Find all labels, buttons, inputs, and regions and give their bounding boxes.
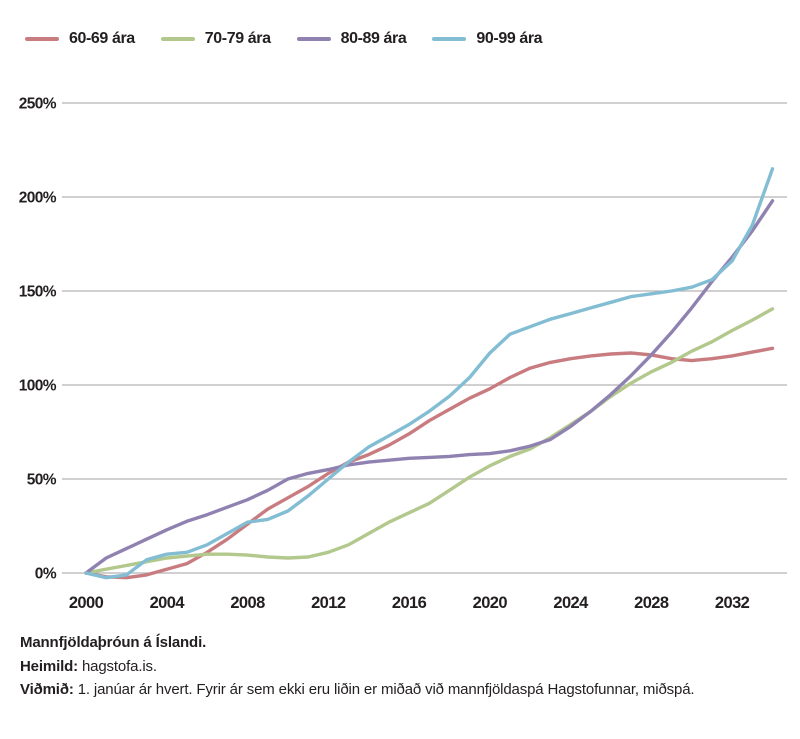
reference-label: Viðmið: bbox=[20, 681, 74, 698]
y-tick-label-50%: 50% bbox=[27, 472, 57, 489]
x-tick-label-2008: 2008 bbox=[230, 594, 265, 612]
source-label: Heimild: bbox=[20, 657, 78, 675]
source-text: hagstofa.is. bbox=[81, 657, 157, 675]
x-tick-label-2016: 2016 bbox=[392, 594, 427, 612]
figure-source-line: Heimild: hagstofa.is. bbox=[20, 655, 790, 679]
y-tick-label-0%: 0% bbox=[35, 566, 57, 583]
legend-label-60-69: 60-69 ára bbox=[69, 30, 135, 47]
legend-item-80-89: 80-89 ára bbox=[296, 30, 407, 48]
x-tick-label-2012: 2012 bbox=[311, 594, 346, 612]
legend-line-swatch-90-99 bbox=[432, 37, 467, 41]
series-line-70-79-ára bbox=[84, 307, 775, 575]
x-tick-label-2000: 2000 bbox=[69, 594, 104, 612]
series-line-60-69-ára bbox=[84, 346, 775, 580]
legend-line-swatch-60-69 bbox=[25, 37, 59, 41]
x-tick-label-2032: 2032 bbox=[715, 594, 750, 612]
chart-legend: 60-69 ára 70-79 ára 80-89 ára 90-99 ára bbox=[25, 30, 543, 48]
figure-caption: Mannfjöldaþróun á Íslandi. bbox=[20, 634, 207, 651]
legend-item-90-99: 90-99 ára bbox=[432, 30, 543, 48]
legend-label-90-99: 90-99 ára bbox=[476, 30, 543, 47]
y-tick-label-200%: 200% bbox=[19, 190, 57, 207]
y-tick-label-150%: 150% bbox=[19, 284, 57, 301]
figure-footer: Mannfjöldaþróun á Íslandi. Heimild: hagst… bbox=[20, 631, 790, 702]
reference-text: 1. janúar ár hvert. Fyrir ár sem ekki er… bbox=[77, 681, 695, 698]
series-line-90-99-ára bbox=[84, 167, 775, 580]
legend-item-60-69: 60-69 ára bbox=[25, 30, 135, 48]
x-tick-label-2028: 2028 bbox=[634, 594, 669, 612]
y-tick-label-250%: 250% bbox=[19, 96, 57, 113]
legend-item-70-79: 70-79 ára bbox=[160, 30, 271, 48]
legend-label-80-89: 80-89 ára bbox=[340, 30, 407, 47]
legend-line-swatch-80-89 bbox=[296, 37, 331, 41]
series-line-80-89-ára bbox=[84, 199, 775, 575]
figure-reference-line: Viðmið: 1. janúar ár hvert. Fyrir ár sem … bbox=[20, 678, 790, 702]
x-tick-label-2004: 2004 bbox=[150, 594, 186, 612]
x-tick-label-2020: 2020 bbox=[473, 594, 508, 612]
y-tick-label-100%: 100% bbox=[19, 378, 57, 395]
legend-line-swatch-70-79 bbox=[160, 37, 195, 41]
x-tick-label-2024: 2024 bbox=[553, 594, 589, 612]
legend-label-70-79: 70-79 ára bbox=[204, 30, 271, 47]
